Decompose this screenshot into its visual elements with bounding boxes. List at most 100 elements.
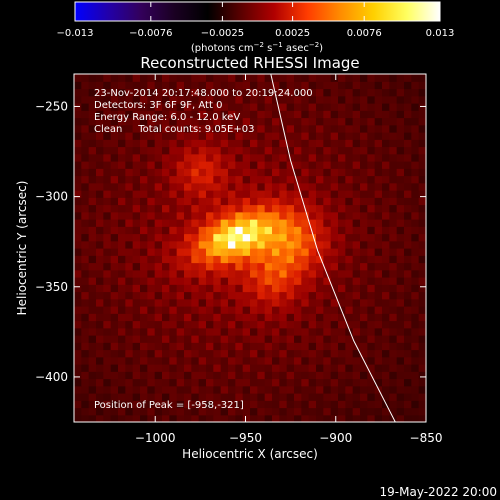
heatmap-pixel — [242, 190, 251, 198]
heatmap-pixel — [242, 313, 251, 322]
heatmap-pixel — [228, 88, 236, 97]
heatmap-pixel — [154, 153, 163, 162]
heatmap-pixel — [250, 132, 258, 140]
heatmap-pixel — [250, 291, 258, 300]
heatmap-pixel — [162, 335, 170, 343]
heatmap-pixel — [74, 313, 82, 322]
heatmap-pixel — [389, 103, 398, 111]
heatmap-pixel — [338, 197, 346, 206]
heatmap-pixel — [404, 306, 412, 314]
heatmap-pixel — [140, 255, 148, 264]
heatmap-pixel — [272, 81, 280, 90]
heatmap-pixel — [345, 313, 354, 322]
heatmap-pixel — [264, 385, 273, 394]
heatmap-pixel — [103, 342, 112, 351]
heatmap-pixel — [301, 400, 310, 409]
heatmap-pixel — [147, 95, 156, 104]
heatmap-pixel — [330, 153, 339, 162]
heatmap-pixel — [257, 378, 266, 387]
heatmap-pixel — [228, 74, 236, 82]
heatmap-pixel — [81, 414, 90, 422]
heatmap-pixel — [220, 393, 229, 401]
heatmap-pixel — [382, 240, 390, 249]
heatmap-pixel — [88, 233, 97, 242]
heatmap-pixel — [360, 153, 368, 162]
heatmap-pixel — [294, 356, 302, 365]
heatmap-pixel — [272, 161, 280, 169]
heatmap-pixel — [220, 74, 229, 82]
heatmap-pixel — [88, 226, 97, 235]
heatmap-pixel — [257, 161, 266, 169]
heatmap-pixel — [140, 211, 148, 220]
heatmap-pixel — [96, 132, 104, 140]
heatmap-pixel — [389, 277, 398, 285]
heatmap-pixel — [272, 88, 280, 97]
heatmap-pixel — [250, 233, 258, 242]
heatmap-pixel — [118, 342, 126, 351]
heatmap-pixel — [88, 117, 97, 126]
heatmap-pixel — [220, 240, 229, 249]
heatmap-pixel — [396, 95, 405, 104]
heatmap-pixel — [103, 175, 112, 184]
heatmap-pixel — [206, 211, 214, 220]
heatmap-pixel — [169, 81, 178, 90]
heatmap-pixel — [374, 306, 383, 314]
heatmap-pixel — [323, 233, 332, 242]
heatmap-pixel — [220, 197, 229, 206]
heatmap-pixel — [360, 88, 368, 97]
heatmap-pixel — [250, 313, 258, 322]
heatmap-pixel — [286, 284, 295, 293]
heatmap-pixel — [272, 262, 280, 271]
heatmap-pixel — [191, 81, 200, 90]
heatmap-pixel — [81, 110, 90, 119]
heatmap-pixel — [360, 284, 368, 293]
heatmap-pixel — [235, 407, 244, 416]
heatmap-pixel — [147, 146, 156, 155]
heatmap-pixel — [206, 284, 214, 293]
heatmap-pixel — [169, 400, 178, 409]
heatmap-pixel — [323, 248, 332, 256]
heatmap-pixel — [213, 197, 222, 206]
heatmap-pixel — [125, 226, 134, 235]
heatmap-pixel — [418, 190, 426, 198]
heatmap-pixel — [330, 88, 339, 97]
heatmap-pixel — [250, 407, 258, 416]
heatmap-pixel — [279, 255, 288, 264]
heatmap-pixel — [96, 124, 104, 133]
heatmap-pixel — [250, 414, 258, 422]
heatmap-pixel — [396, 219, 405, 227]
heatmap-pixel — [294, 146, 302, 155]
heatmap-pixel — [140, 117, 148, 126]
heatmap-pixel — [169, 378, 178, 387]
heatmap-pixel — [286, 110, 295, 119]
heatmap-pixel — [272, 320, 280, 329]
heatmap-pixel — [323, 342, 332, 351]
heatmap-pixel — [286, 385, 295, 394]
heatmap-pixel — [191, 364, 200, 372]
heatmap-pixel — [396, 248, 405, 256]
heatmap-pixel — [228, 298, 236, 307]
heatmap-pixel — [118, 124, 126, 133]
heatmap-pixel — [169, 219, 178, 227]
heatmap-pixel — [176, 385, 185, 394]
heatmap-pixel — [389, 248, 398, 256]
heatmap-pixel — [404, 139, 412, 148]
heatmap-pixel — [206, 313, 214, 322]
heatmap-pixel — [81, 190, 90, 198]
heatmap-pixel — [242, 233, 251, 242]
heatmap-pixel — [382, 182, 390, 191]
heatmap-pixel — [96, 255, 104, 264]
heatmap-pixel — [382, 342, 390, 351]
heatmap-pixel — [360, 313, 368, 322]
heatmap-pixel — [96, 153, 104, 162]
heatmap-pixel — [272, 204, 280, 213]
heatmap-pixel — [103, 233, 112, 242]
heatmap-pixel — [264, 175, 273, 184]
heatmap-pixel — [235, 190, 244, 198]
heatmap-pixel — [250, 349, 258, 358]
heatmap-pixel — [396, 88, 405, 97]
heatmap-pixel — [286, 161, 295, 169]
heatmap-pixel — [147, 371, 156, 380]
heatmap-pixel — [206, 95, 214, 104]
heatmap-pixel — [404, 110, 412, 119]
